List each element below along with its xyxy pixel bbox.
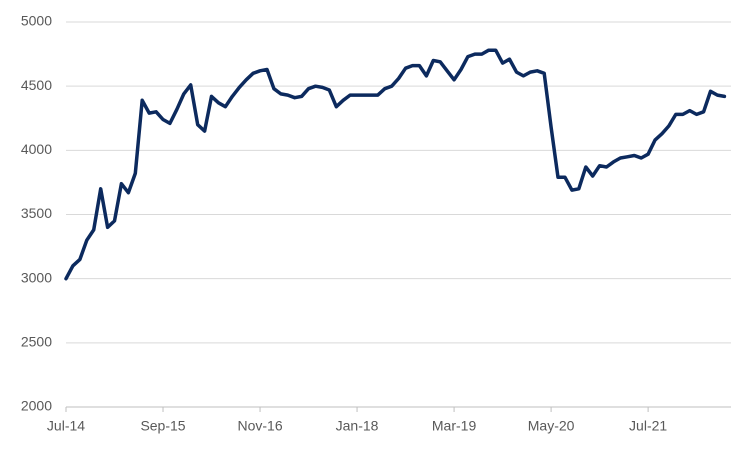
x-tick-label: Sep-15: [140, 418, 185, 434]
y-tick-label: 2000: [21, 398, 52, 414]
x-tick-label: Jan-18: [336, 418, 379, 434]
y-tick-label: 3000: [21, 269, 52, 285]
y-tick-label: 4500: [21, 77, 52, 93]
line-series: [64, 48, 727, 281]
y-tick-label: 5000: [21, 13, 52, 29]
y-tick-label: 2500: [21, 334, 52, 350]
x-tick-label: Jul-21: [629, 418, 667, 434]
x-tick-label: Mar-19: [432, 418, 477, 434]
x-tick-label: Nov-16: [237, 418, 282, 434]
y-tick-label: 3500: [21, 205, 52, 221]
x-tick-label: May-20: [528, 418, 575, 434]
y-tick-label: 4000: [21, 141, 52, 157]
x-tick-label: Jul-14: [47, 418, 85, 434]
